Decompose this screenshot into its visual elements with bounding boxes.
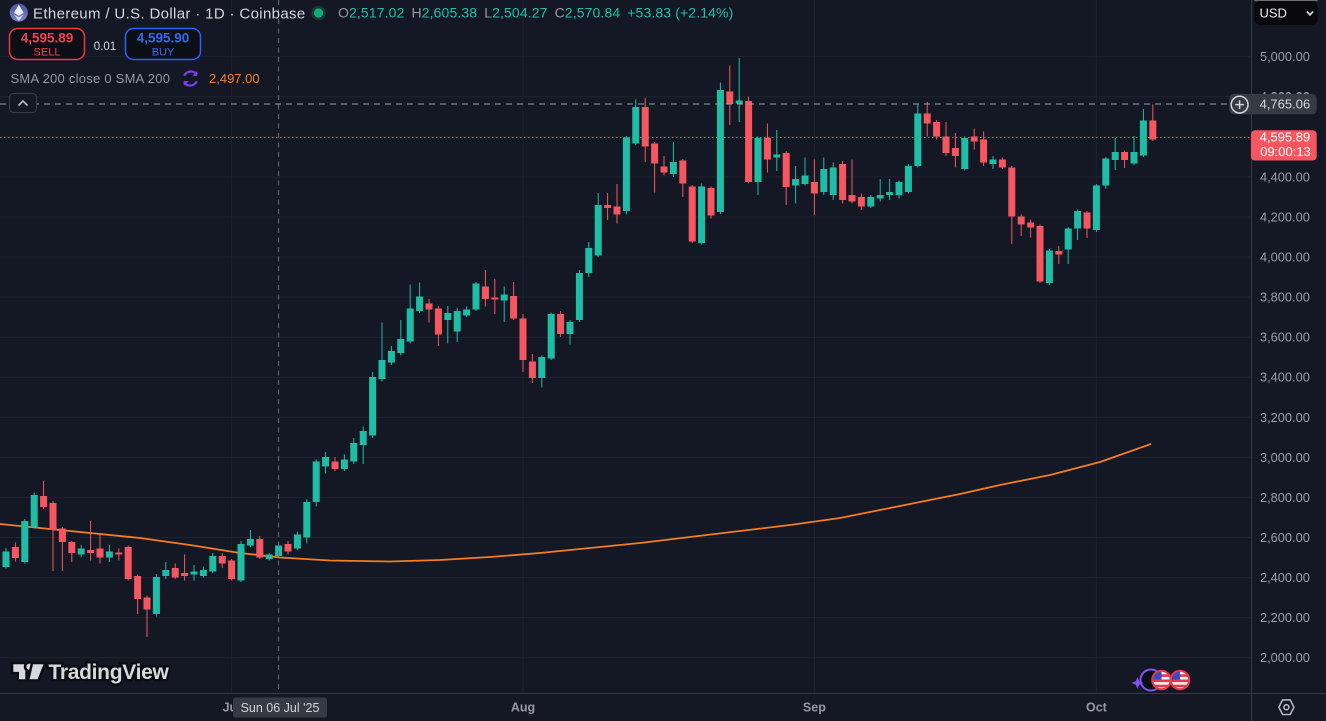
- svg-text:2,800.00: 2,800.00: [1260, 490, 1310, 505]
- svg-text:4,400.00: 4,400.00: [1260, 169, 1310, 184]
- svg-text:4,595.89: 4,595.89: [21, 31, 74, 46]
- svg-text:SELL: SELL: [34, 47, 61, 59]
- svg-text:3,800.00: 3,800.00: [1260, 290, 1310, 305]
- svg-text:09:00:13: 09:00:13: [1260, 144, 1311, 159]
- svg-text:Oct: Oct: [1086, 701, 1108, 715]
- svg-text:4,595.90: 4,595.90: [137, 31, 190, 46]
- svg-text:2,200.00: 2,200.00: [1260, 610, 1310, 625]
- svg-text:BUY: BUY: [152, 47, 175, 59]
- svg-text:3,400.00: 3,400.00: [1260, 370, 1310, 385]
- svg-text:Aug: Aug: [511, 701, 535, 715]
- svg-text:3,600.00: 3,600.00: [1260, 330, 1310, 345]
- svg-text:2,600.00: 2,600.00: [1260, 530, 1310, 545]
- svg-text:Ethereum / U.S. Dollar · 1D ·: Ethereum / U.S. Dollar · 1D · Coinbase: [33, 5, 306, 22]
- svg-text:4,595.89: 4,595.89: [1260, 129, 1311, 144]
- svg-text:2,400.00: 2,400.00: [1260, 570, 1310, 585]
- svg-text:0.01: 0.01: [94, 41, 116, 53]
- svg-text:USD: USD: [1260, 6, 1287, 21]
- svg-text:3,000.00: 3,000.00: [1260, 450, 1310, 465]
- svg-text:4,000.00: 4,000.00: [1260, 250, 1310, 265]
- svg-text:4,200.00: 4,200.00: [1260, 210, 1310, 225]
- svg-text:4,765.06: 4,765.06: [1260, 97, 1311, 112]
- svg-text:3,200.00: 3,200.00: [1260, 410, 1310, 425]
- svg-text:TradingView: TradingView: [49, 661, 170, 684]
- svg-text:Sep: Sep: [803, 701, 826, 715]
- svg-text:2,497.00: 2,497.00: [209, 71, 260, 86]
- svg-text:2,000.00: 2,000.00: [1260, 650, 1310, 665]
- svg-text:SMA 200 close 0 SMA 200: SMA 200 close 0 SMA 200: [11, 71, 171, 86]
- svg-text:5,000.00: 5,000.00: [1260, 49, 1310, 64]
- svg-text:Sun 06 Jul '25: Sun 06 Jul '25: [241, 701, 320, 715]
